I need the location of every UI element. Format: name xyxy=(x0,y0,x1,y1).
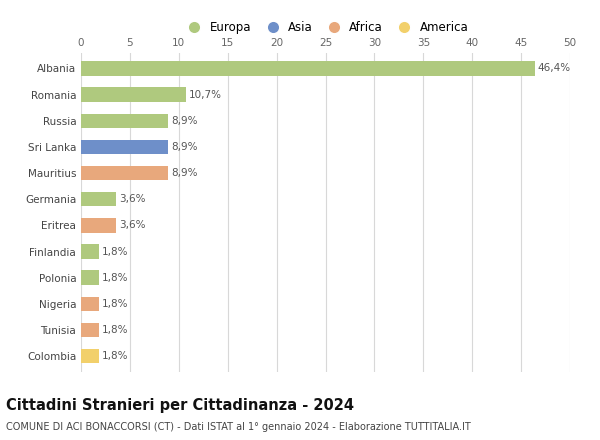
Text: 1,8%: 1,8% xyxy=(101,351,128,361)
Bar xyxy=(81,140,168,154)
Bar xyxy=(81,166,168,180)
Text: 1,8%: 1,8% xyxy=(101,299,128,309)
Text: 8,9%: 8,9% xyxy=(171,168,197,178)
Legend: Europa, Asia, Africa, America: Europa, Asia, Africa, America xyxy=(179,17,472,37)
Text: 1,8%: 1,8% xyxy=(101,325,128,335)
Text: COMUNE DI ACI BONACCORSI (CT) - Dati ISTAT al 1° gennaio 2024 - Elaborazione TUT: COMUNE DI ACI BONACCORSI (CT) - Dati IST… xyxy=(6,422,471,433)
Text: 3,6%: 3,6% xyxy=(119,194,146,204)
Bar xyxy=(81,349,98,363)
Bar xyxy=(81,61,535,76)
Bar xyxy=(81,88,185,102)
Bar xyxy=(81,297,98,311)
Text: 10,7%: 10,7% xyxy=(188,90,221,99)
Text: 46,4%: 46,4% xyxy=(538,63,571,73)
Bar xyxy=(81,271,98,285)
Text: 1,8%: 1,8% xyxy=(101,273,128,282)
Bar xyxy=(81,323,98,337)
Text: 8,9%: 8,9% xyxy=(171,142,197,152)
Bar xyxy=(81,114,168,128)
Bar xyxy=(81,192,116,206)
Bar xyxy=(81,244,98,259)
Bar xyxy=(81,218,116,233)
Text: Cittadini Stranieri per Cittadinanza - 2024: Cittadini Stranieri per Cittadinanza - 2… xyxy=(6,398,354,413)
Text: 1,8%: 1,8% xyxy=(101,246,128,257)
Text: 8,9%: 8,9% xyxy=(171,116,197,126)
Text: 3,6%: 3,6% xyxy=(119,220,146,231)
